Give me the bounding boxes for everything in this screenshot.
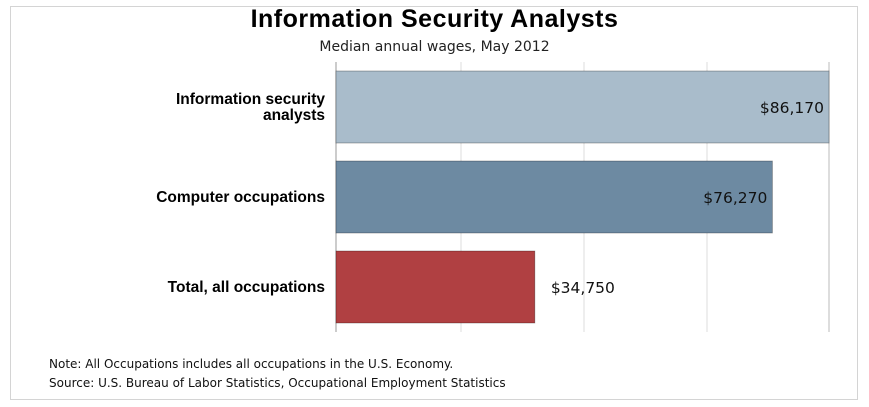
chart-note: Note: All Occupations includes all occup…	[49, 357, 454, 371]
bar-3	[335, 250, 536, 324]
bar-2	[335, 160, 773, 234]
category-label-1-line-1: Information security	[176, 91, 325, 108]
category-label-2: Computer occupations	[156, 189, 325, 206]
category-label-3: Total, all occupations	[168, 279, 325, 296]
bar-1	[335, 70, 830, 144]
value-label-2: $76,270	[703, 189, 767, 207]
chart-subtitle: Median annual wages, May 2012	[319, 39, 550, 55]
chart-source: Source: U.S. Bureau of Labor Statistics,…	[49, 376, 506, 390]
chart-title: Information Security Analysts	[250, 5, 619, 33]
category-label-1-line-2: analysts	[263, 107, 325, 124]
value-label-1: $86,170	[760, 99, 824, 117]
value-label-3: $34,750	[551, 279, 615, 297]
